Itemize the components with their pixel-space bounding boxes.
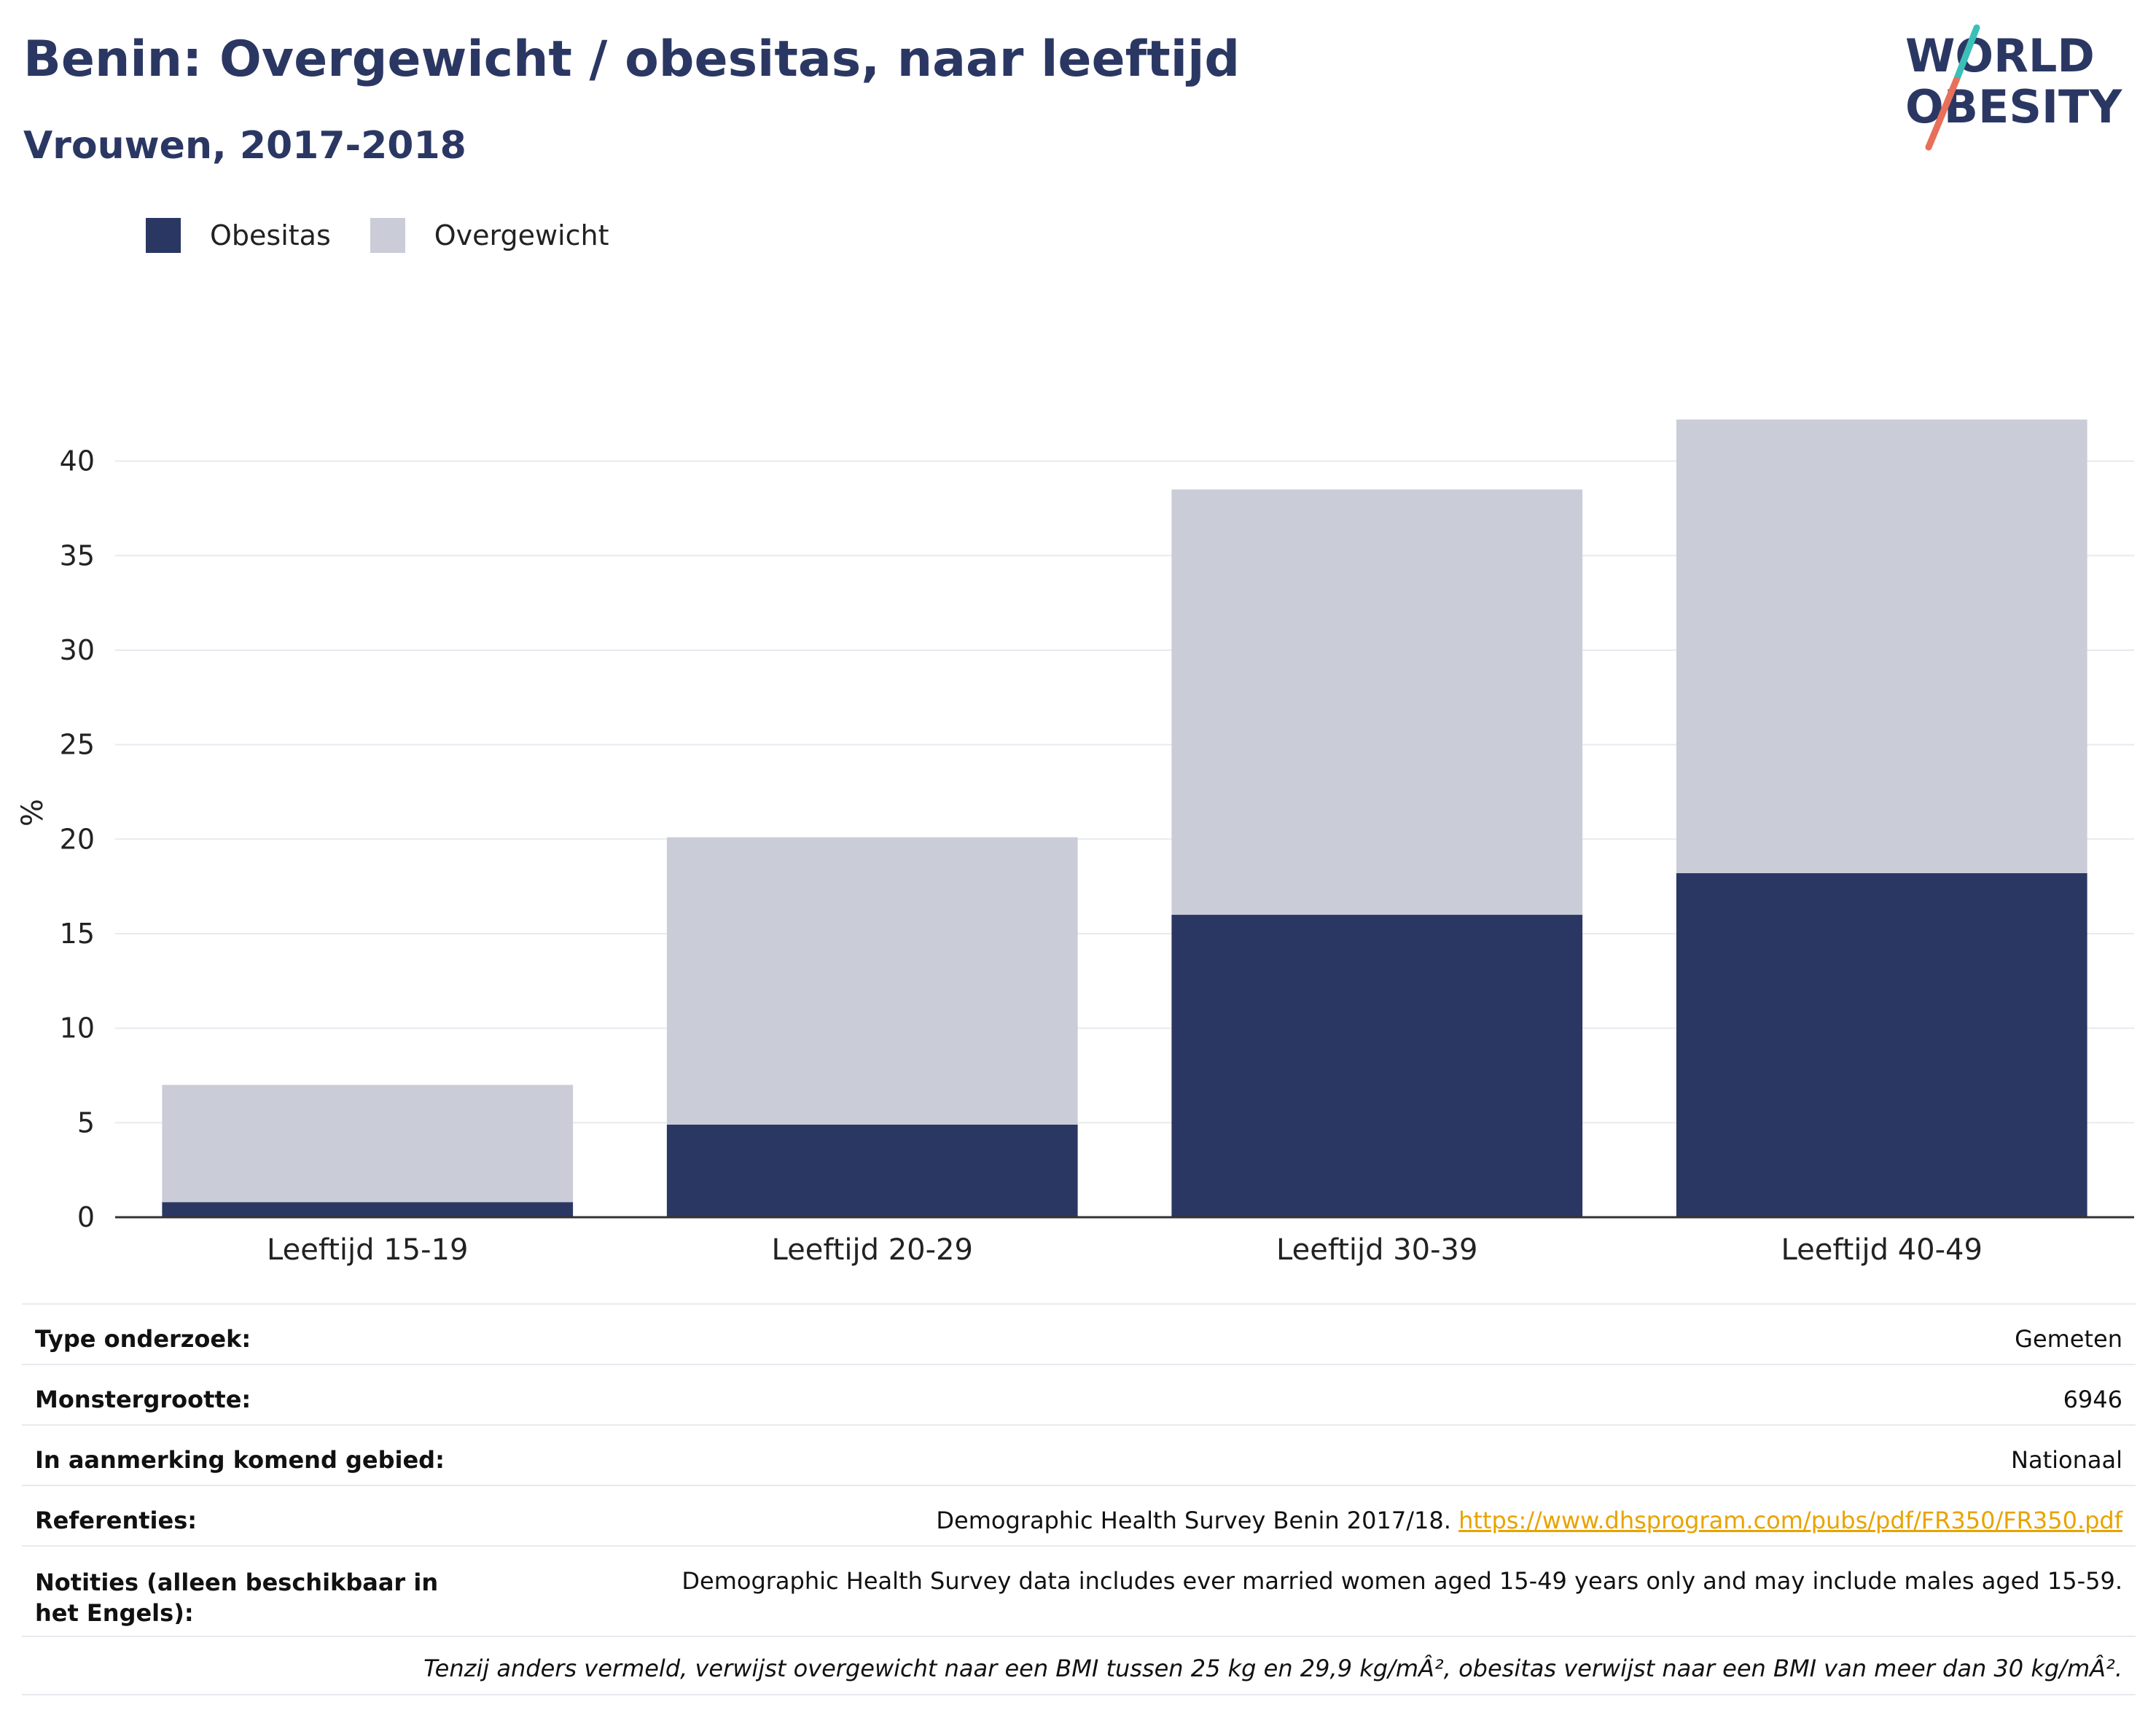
- y-tick-label: 5: [77, 1106, 95, 1139]
- info-value: Demographic Health Survey Benin 2017/18.…: [936, 1507, 2122, 1534]
- info-value: Nationaal: [2011, 1446, 2122, 1474]
- info-key: In aanmerking komend gebied:: [35, 1446, 445, 1474]
- bar-obesitas: [666, 1124, 1078, 1217]
- info-row-sample-size: Monstergrootte: 6946: [22, 1364, 2136, 1424]
- info-key: Monstergrootte:: [35, 1386, 251, 1413]
- bar-overgewicht: [162, 1085, 574, 1203]
- info-key: Notities (alleen beschikbaar in het Enge…: [35, 1569, 439, 1627]
- world-obesity-logo: WORLD OBESITY: [1905, 24, 2122, 151]
- bmi-footnote: Tenzij anders vermeld, verwijst overgewi…: [22, 1636, 2136, 1695]
- page-title: Benin: Overgewicht / obesitas, naar leef…: [23, 31, 1241, 88]
- info-row-survey-type: Type onderzoek: Gemeten: [22, 1303, 2136, 1364]
- reference-link[interactable]: https://www.dhsprogram.com/pubs/pdf/FR35…: [1458, 1507, 2122, 1534]
- logo-line1: WORLD: [1905, 29, 2095, 82]
- legend-swatch-obesitas: [146, 218, 181, 253]
- legend-item-obesitas[interactable]: Obesitas: [146, 218, 331, 253]
- bar-overgewicht: [1171, 489, 1583, 915]
- x-tick-label: Leeftijd 30-39: [1276, 1233, 1477, 1267]
- x-tick-label: Leeftijd 15-19: [267, 1233, 468, 1267]
- y-tick-label: 10: [60, 1012, 95, 1044]
- info-row-notes: Notities (alleen beschikbaar in het Enge…: [22, 1545, 2136, 1636]
- bar-obesitas: [1676, 872, 2087, 1217]
- info-row-area: In aanmerking komend gebied: Nationaal: [22, 1424, 2136, 1485]
- y-tick-label: 30: [60, 634, 95, 666]
- info-value: Demographic Health Survey data includes …: [681, 1567, 2122, 1595]
- reference-text: Demographic Health Survey Benin 2017/18.: [936, 1507, 1451, 1534]
- stacked-bar-chart: 0 5 10 15 20 25 30 35 40% Leeftijd 15-19 Leeftijd …: [16, 419, 2134, 1267]
- y-tick-label: 0: [77, 1201, 95, 1233]
- y-axis-label: %: [16, 799, 50, 827]
- y-tick-label: 25: [60, 729, 95, 761]
- y-tick-label: 15: [60, 918, 95, 950]
- x-tick-label: Leeftijd 40-49: [1781, 1233, 1983, 1267]
- bar-obesitas: [1171, 915, 1583, 1217]
- info-key: Type onderzoek:: [35, 1325, 251, 1353]
- bar-overgewicht: [666, 837, 1078, 1125]
- bar-overgewicht: [1676, 419, 2087, 873]
- info-value: Gemeten: [2015, 1325, 2122, 1353]
- y-tick-label: 20: [60, 823, 95, 855]
- logo-slash-bottom: [1925, 77, 1960, 151]
- logo-slash-top: [1953, 24, 1980, 84]
- legend-item-overgewicht[interactable]: Overgewicht: [370, 218, 609, 253]
- page-subtitle: Vrouwen, 2017-2018: [23, 124, 466, 168]
- survey-info-table: Type onderzoek: Gemeten Monstergrootte: …: [22, 1303, 2136, 1695]
- info-value: 6946: [2063, 1386, 2122, 1413]
- y-tick-label: 40: [60, 445, 95, 477]
- legend-swatch-overgewicht: [370, 218, 405, 253]
- x-tick-label: Leeftijd 20-29: [772, 1233, 973, 1267]
- legend-label-obesitas: Obesitas: [210, 219, 331, 251]
- chart-legend: Obesitas Overgewicht: [146, 217, 649, 254]
- info-row-references: Referenties: Demographic Health Survey B…: [22, 1485, 2136, 1545]
- info-key: Referenties:: [35, 1507, 198, 1534]
- y-tick-label: 35: [60, 539, 95, 571]
- bar-obesitas: [162, 1202, 574, 1217]
- legend-label-overgewicht: Overgewicht: [434, 219, 609, 251]
